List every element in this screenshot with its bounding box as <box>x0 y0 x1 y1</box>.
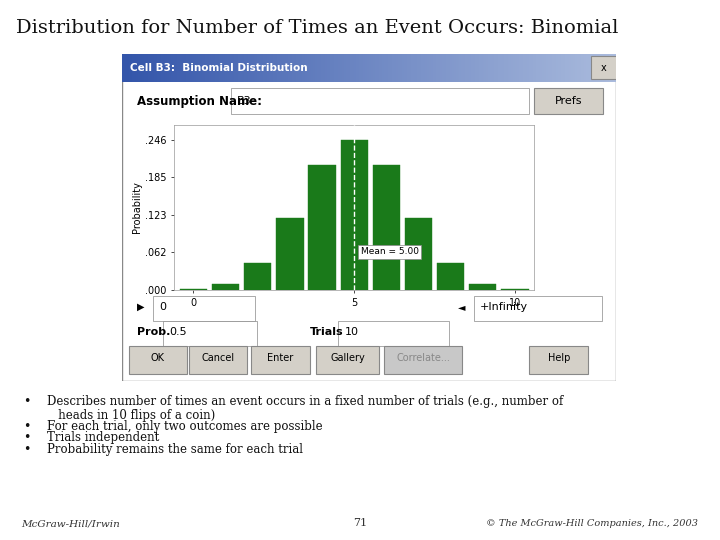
Text: Cell B3:  Binomial Distribution: Cell B3: Binomial Distribution <box>130 63 307 73</box>
FancyBboxPatch shape <box>591 57 617 79</box>
Text: heads in 10 flips of a coin): heads in 10 flips of a coin) <box>47 409 215 422</box>
FancyBboxPatch shape <box>316 346 379 374</box>
Text: Prob.: Prob. <box>138 327 171 338</box>
Text: For each trial, only two outcomes are possible: For each trial, only two outcomes are po… <box>47 420 323 433</box>
Text: B3: B3 <box>237 96 251 106</box>
Text: Trials independent: Trials independent <box>47 431 159 444</box>
FancyBboxPatch shape <box>534 89 603 114</box>
Text: Gallery: Gallery <box>330 354 365 363</box>
FancyBboxPatch shape <box>231 89 529 114</box>
FancyBboxPatch shape <box>474 296 603 321</box>
Bar <box>469 284 497 290</box>
Text: 0.5: 0.5 <box>169 327 187 338</box>
Text: •: • <box>23 395 30 408</box>
Bar <box>405 218 432 290</box>
Text: ▶: ▶ <box>138 302 145 312</box>
Text: © The McGraw-Hill Companies, Inc., 2003: © The McGraw-Hill Companies, Inc., 2003 <box>487 519 698 528</box>
Bar <box>180 289 207 290</box>
Bar <box>244 263 271 290</box>
Text: Cancel: Cancel <box>202 354 235 363</box>
FancyBboxPatch shape <box>189 346 247 374</box>
Text: Help: Help <box>548 354 570 363</box>
Text: x: x <box>601 63 607 73</box>
FancyBboxPatch shape <box>251 346 310 374</box>
Text: +Infinity: +Infinity <box>480 302 528 312</box>
Text: OK: OK <box>150 354 165 363</box>
Text: •: • <box>23 420 30 433</box>
Bar <box>373 165 400 290</box>
FancyBboxPatch shape <box>384 346 462 374</box>
Text: 71: 71 <box>353 518 367 528</box>
FancyBboxPatch shape <box>529 346 588 374</box>
Text: 10: 10 <box>344 327 359 338</box>
Bar <box>212 284 239 290</box>
Text: Probability remains the same for each trial: Probability remains the same for each tr… <box>47 443 303 456</box>
FancyBboxPatch shape <box>153 296 255 321</box>
FancyBboxPatch shape <box>129 346 186 374</box>
Text: McGraw-Hill/Irwin: McGraw-Hill/Irwin <box>22 519 120 528</box>
Bar <box>308 165 336 290</box>
FancyBboxPatch shape <box>338 321 449 346</box>
Text: Describes number of times an event occurs in a fixed number of trials (e.g., num: Describes number of times an event occur… <box>47 395 563 408</box>
Text: Correlate...: Correlate... <box>396 354 450 363</box>
Text: 0: 0 <box>159 302 166 312</box>
Text: Enter: Enter <box>267 354 293 363</box>
Y-axis label: Probability: Probability <box>132 181 143 233</box>
Text: Distribution for Number of Times an Event Occurs: Binomial: Distribution for Number of Times an Even… <box>16 19 618 37</box>
Bar <box>501 289 528 290</box>
Text: ◄: ◄ <box>458 302 465 312</box>
Text: •: • <box>23 443 30 456</box>
Text: Prefs: Prefs <box>555 96 582 106</box>
Bar <box>341 139 368 290</box>
Text: Trials: Trials <box>310 327 343 338</box>
Text: •: • <box>23 431 30 444</box>
Text: Mean = 5.00: Mean = 5.00 <box>361 247 418 256</box>
Text: Assumption Name:: Assumption Name: <box>138 95 262 108</box>
Bar <box>437 263 464 290</box>
FancyBboxPatch shape <box>163 321 257 346</box>
Bar <box>276 218 304 290</box>
